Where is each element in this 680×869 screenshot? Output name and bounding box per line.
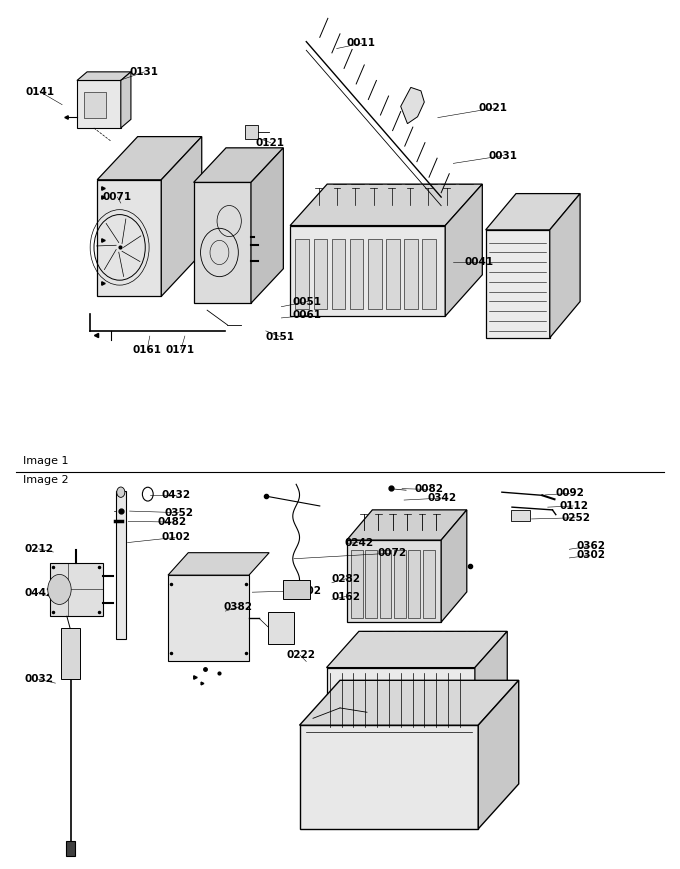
Text: 0252: 0252 bbox=[561, 513, 590, 523]
Text: 0382: 0382 bbox=[224, 602, 253, 612]
Polygon shape bbox=[326, 632, 507, 667]
Text: 0171: 0171 bbox=[166, 345, 195, 355]
Text: 0442: 0442 bbox=[24, 587, 54, 598]
FancyBboxPatch shape bbox=[245, 125, 258, 139]
FancyBboxPatch shape bbox=[66, 841, 75, 856]
Polygon shape bbox=[97, 180, 161, 296]
Text: 0202: 0202 bbox=[293, 586, 322, 595]
Polygon shape bbox=[478, 680, 519, 829]
Polygon shape bbox=[194, 148, 284, 182]
Text: 0482: 0482 bbox=[158, 517, 187, 527]
Polygon shape bbox=[326, 667, 475, 733]
Polygon shape bbox=[97, 136, 202, 180]
Text: 0092: 0092 bbox=[556, 488, 585, 498]
Polygon shape bbox=[404, 239, 418, 309]
Polygon shape bbox=[161, 136, 202, 296]
Polygon shape bbox=[77, 81, 121, 128]
Text: 0102: 0102 bbox=[161, 533, 190, 542]
Text: 0151: 0151 bbox=[266, 332, 295, 342]
Polygon shape bbox=[486, 194, 580, 230]
Text: 0342: 0342 bbox=[428, 493, 457, 503]
FancyBboxPatch shape bbox=[511, 510, 530, 521]
Polygon shape bbox=[422, 239, 436, 309]
Text: 0432: 0432 bbox=[162, 489, 191, 500]
Polygon shape bbox=[368, 239, 381, 309]
Text: 0112: 0112 bbox=[559, 501, 588, 511]
Text: 0021: 0021 bbox=[479, 103, 508, 113]
Polygon shape bbox=[121, 72, 131, 128]
Polygon shape bbox=[313, 239, 327, 309]
Text: 0041: 0041 bbox=[464, 257, 494, 267]
Polygon shape bbox=[194, 182, 251, 303]
FancyBboxPatch shape bbox=[116, 491, 126, 639]
Text: 0362: 0362 bbox=[576, 541, 605, 551]
Polygon shape bbox=[423, 550, 435, 618]
Polygon shape bbox=[77, 72, 131, 81]
Text: 0212: 0212 bbox=[24, 544, 53, 554]
FancyBboxPatch shape bbox=[84, 92, 106, 117]
Text: 0071: 0071 bbox=[103, 192, 132, 202]
Polygon shape bbox=[441, 510, 466, 622]
Polygon shape bbox=[168, 553, 269, 575]
Polygon shape bbox=[50, 562, 103, 616]
Text: 0302: 0302 bbox=[576, 550, 605, 561]
Circle shape bbox=[48, 574, 71, 605]
Polygon shape bbox=[168, 575, 249, 661]
Text: 0352: 0352 bbox=[165, 507, 194, 518]
Text: Image 2: Image 2 bbox=[23, 475, 69, 485]
FancyBboxPatch shape bbox=[61, 628, 80, 679]
Text: 0121: 0121 bbox=[256, 137, 285, 148]
Polygon shape bbox=[350, 239, 363, 309]
Polygon shape bbox=[347, 510, 466, 540]
Text: 0072: 0072 bbox=[377, 548, 406, 558]
Polygon shape bbox=[290, 184, 482, 226]
Text: 0242: 0242 bbox=[344, 538, 373, 547]
Text: 0222: 0222 bbox=[286, 650, 315, 660]
Polygon shape bbox=[351, 550, 362, 618]
Text: 0141: 0141 bbox=[25, 87, 54, 96]
Text: 0011: 0011 bbox=[347, 38, 376, 49]
Polygon shape bbox=[549, 194, 580, 338]
Polygon shape bbox=[296, 239, 309, 309]
FancyBboxPatch shape bbox=[268, 613, 294, 644]
Polygon shape bbox=[394, 550, 406, 618]
Text: 0161: 0161 bbox=[133, 345, 161, 355]
Text: 0162: 0162 bbox=[332, 592, 361, 601]
Polygon shape bbox=[401, 88, 424, 123]
Text: 0061: 0061 bbox=[293, 310, 322, 321]
Polygon shape bbox=[386, 239, 400, 309]
Circle shape bbox=[117, 487, 125, 497]
Text: 0131: 0131 bbox=[130, 67, 158, 76]
Text: 0082: 0082 bbox=[414, 484, 443, 494]
Polygon shape bbox=[332, 239, 345, 309]
Polygon shape bbox=[251, 148, 284, 303]
Polygon shape bbox=[409, 550, 420, 618]
Polygon shape bbox=[365, 550, 377, 618]
Polygon shape bbox=[290, 226, 445, 316]
Text: Image 1: Image 1 bbox=[23, 455, 69, 466]
Text: 0031: 0031 bbox=[488, 150, 517, 161]
Polygon shape bbox=[299, 680, 519, 726]
Text: 0032: 0032 bbox=[24, 674, 53, 684]
Polygon shape bbox=[445, 184, 482, 316]
Polygon shape bbox=[379, 550, 392, 618]
FancyBboxPatch shape bbox=[283, 580, 309, 600]
Polygon shape bbox=[486, 230, 549, 338]
Polygon shape bbox=[475, 632, 507, 733]
Polygon shape bbox=[299, 726, 478, 829]
Text: 0282: 0282 bbox=[332, 574, 361, 584]
Polygon shape bbox=[347, 540, 441, 622]
Text: 0051: 0051 bbox=[293, 296, 322, 307]
